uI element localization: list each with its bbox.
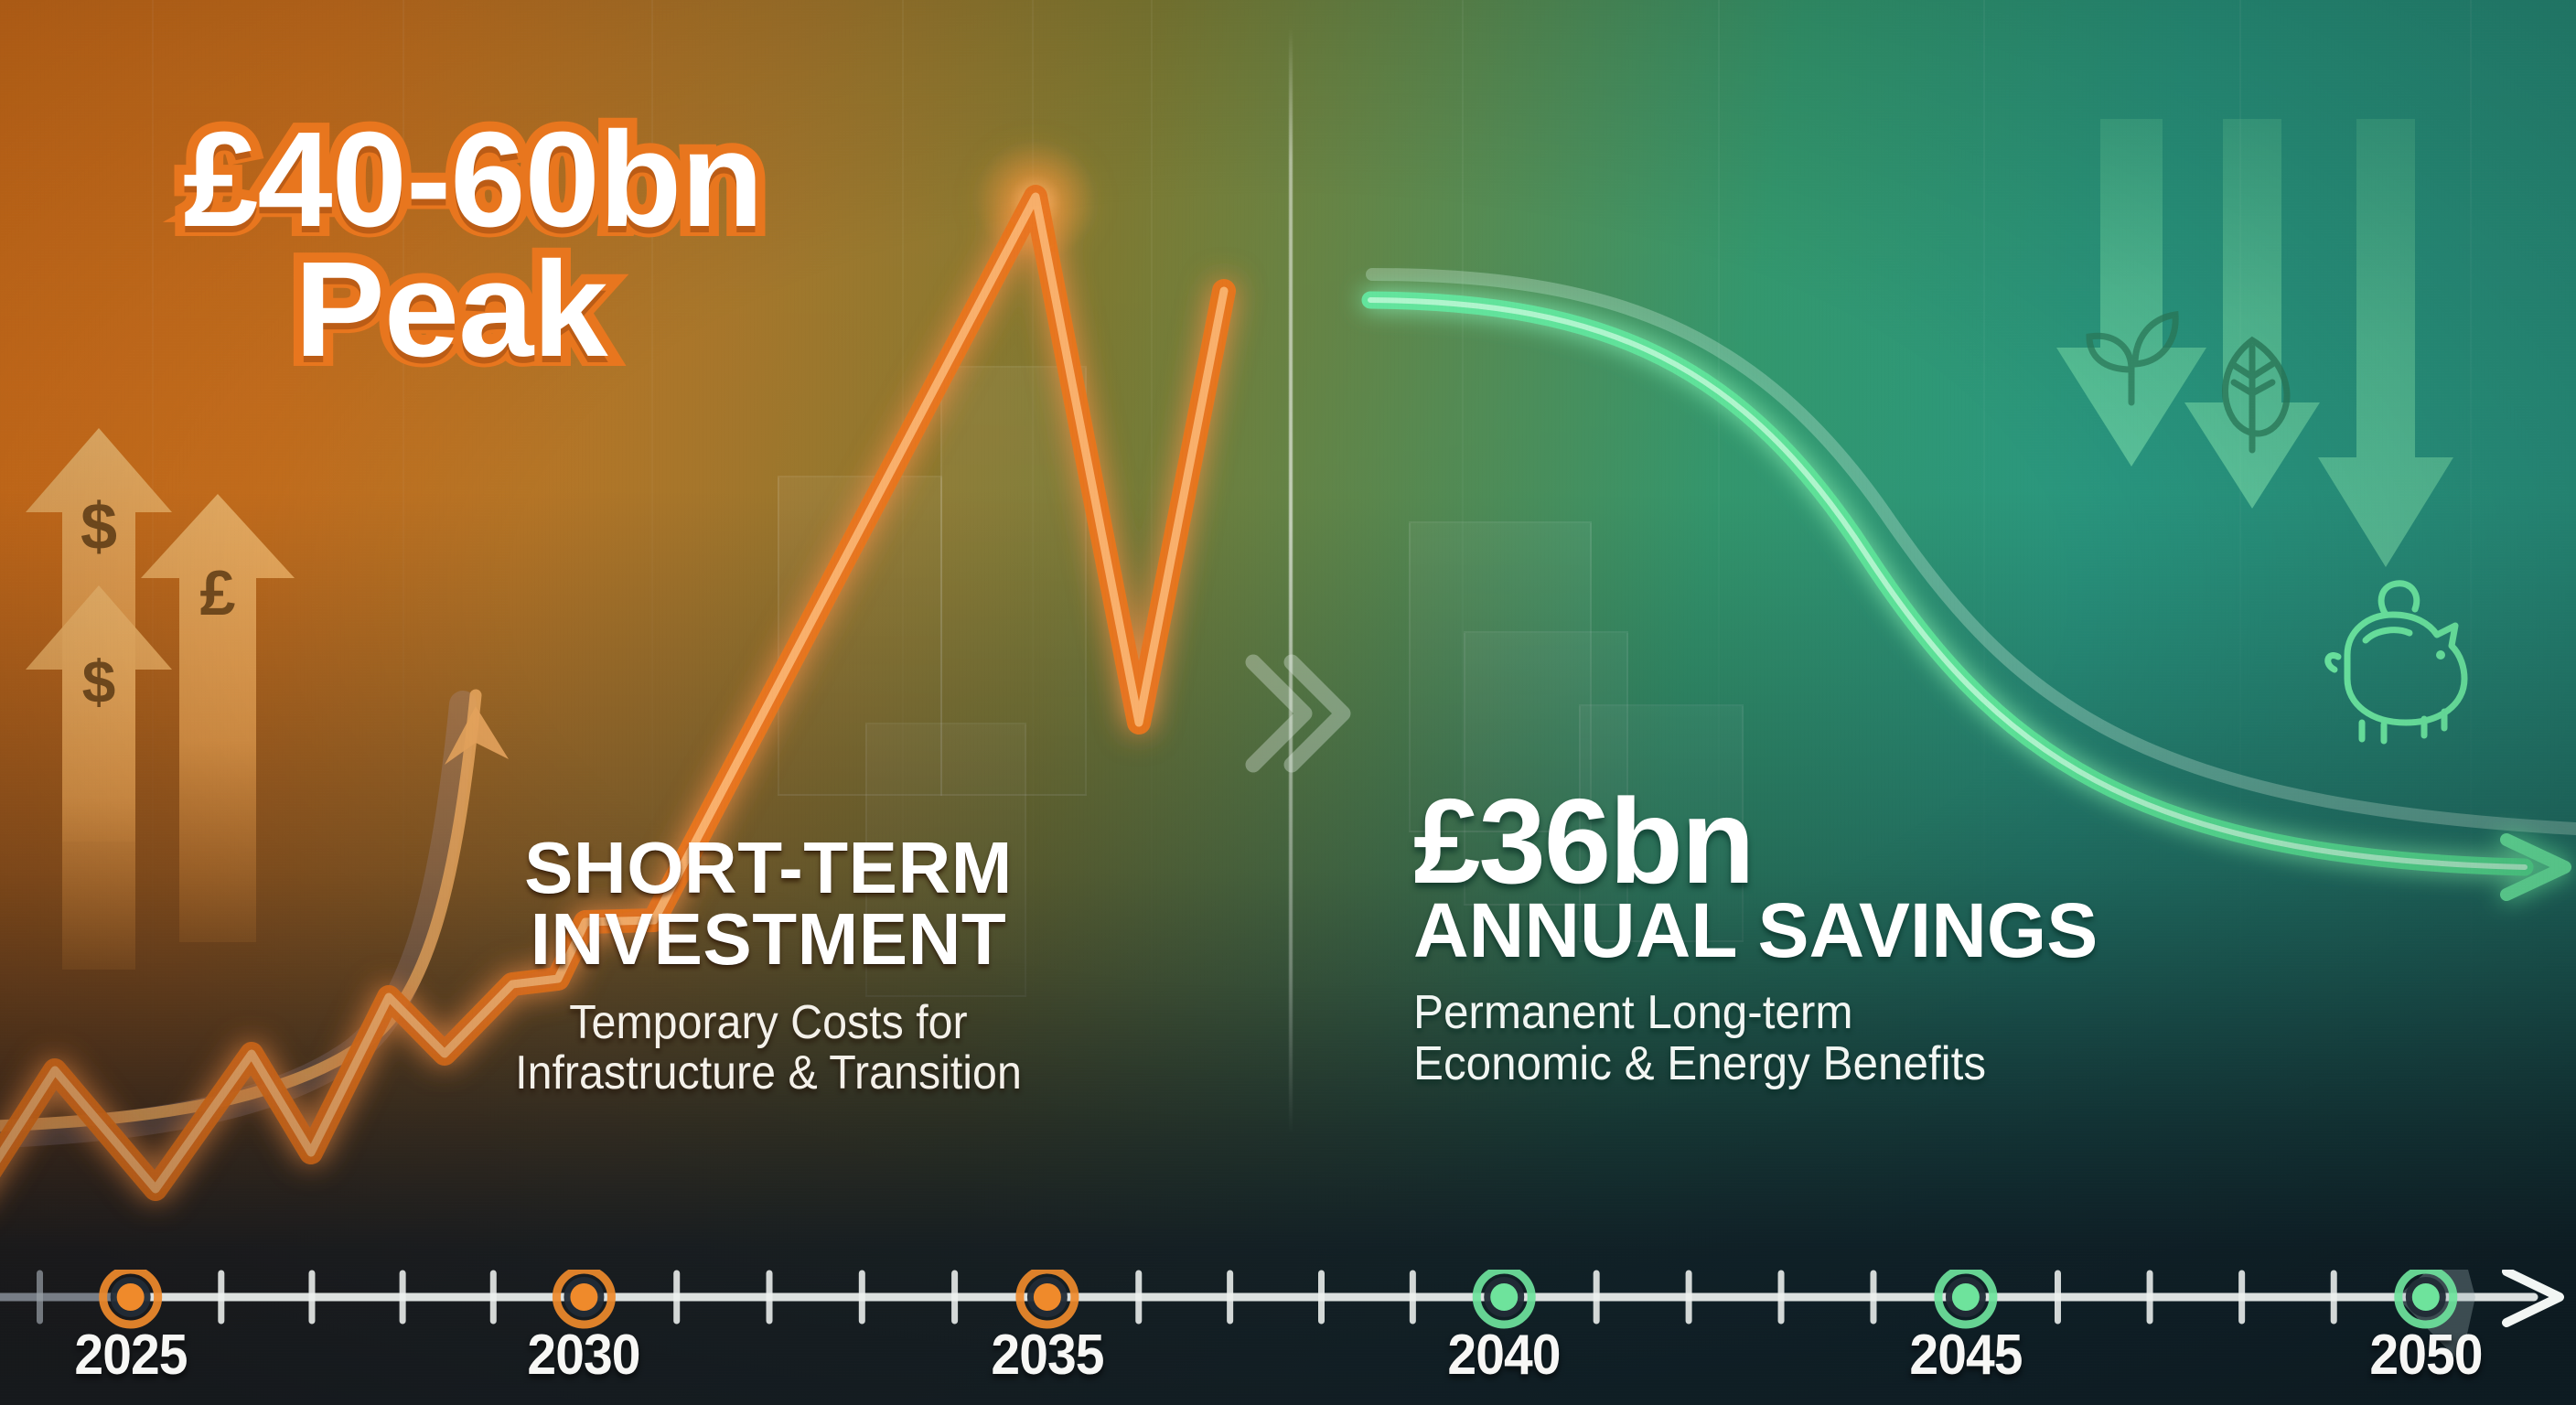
svg-text:£: £ [200,557,236,628]
page-headline: £40-60bn Peak [173,102,774,387]
transition-chevrons-icon [1245,654,1351,773]
timeline-label-2040: 2040 [1447,1324,1562,1387]
timeline-label-2035: 2035 [991,1324,1104,1387]
timeline-label-2045: 2045 [1909,1324,2023,1387]
long-term-savings-curve [1361,268,2576,901]
timeline-label-2025: 2025 [74,1324,188,1387]
right-panel-subtitle: Permanent Long-term Economic & Energy Be… [1413,985,2248,1090]
left-panel-title: SHORT-TERM INVESTMENT [402,827,1134,981]
timeline-marker-2035[interactable] [1015,1270,1079,1329]
left-panel-title-line-2: INVESTMENT [530,898,1007,981]
headline-line-1: £40-60bn [173,102,774,258]
timeline-marker-2040[interactable] [1472,1270,1536,1329]
svg-text:$: $ [82,648,116,715]
right-panel-subtitle-line-2: Economic & Energy Benefits [1413,1036,1987,1090]
svg-text:$: $ [80,490,117,563]
sprout-down-arrow-icon [2056,119,2206,467]
piggy-bank-down-arrow-icon [2318,119,2468,745]
headline-line-2: Peak [284,231,618,387]
left-panel-subtitle: Temporary Costs for Infrastructure & Tra… [428,995,1109,1100]
timeline-marker-2030[interactable] [552,1270,616,1329]
right-panel-label-block: £36bn ANNUAL SAVINGS Permanent Long-term… [1413,774,2292,1090]
timeline-end-arrow-icon [2502,1270,2564,1327]
pound-up-arrow-icon: £ [141,494,295,942]
right-panel-big-value: £36bn [1413,774,1755,908]
timeline-marker-2045[interactable] [1934,1270,1998,1329]
right-panel-title: ANNUAL SAVINGS [1413,887,2098,974]
right-panel-subtitle-line-1: Permanent Long-term [1413,985,1853,1039]
timeline-marker-2025[interactable] [99,1270,163,1329]
timeline: 2025 2030 2035 2040 2045 2050 [0,1270,2576,1405]
dollar-up-arrow-icon: $ [26,585,172,970]
timeline-label-2030: 2030 [527,1324,641,1387]
leaf-down-arrow-icon [2184,119,2320,509]
left-panel-subtitle-line-2: Infrastructure & Transition [515,1046,1022,1100]
left-panel-title-line-1: SHORT-TERM [524,827,1013,908]
left-panel-subtitle-line-1: Temporary Costs for [569,995,968,1049]
timeline-marker-2050[interactable] [2394,1270,2458,1329]
left-panel-label-block: SHORT-TERM INVESTMENT Temporary Costs fo… [402,827,1134,1100]
timeline-axis [0,1270,2564,1363]
timeline-label-2050: 2050 [2369,1324,2483,1387]
short-term-investment-line-chart [0,141,1236,1201]
panel-divider [1289,27,1293,1134]
